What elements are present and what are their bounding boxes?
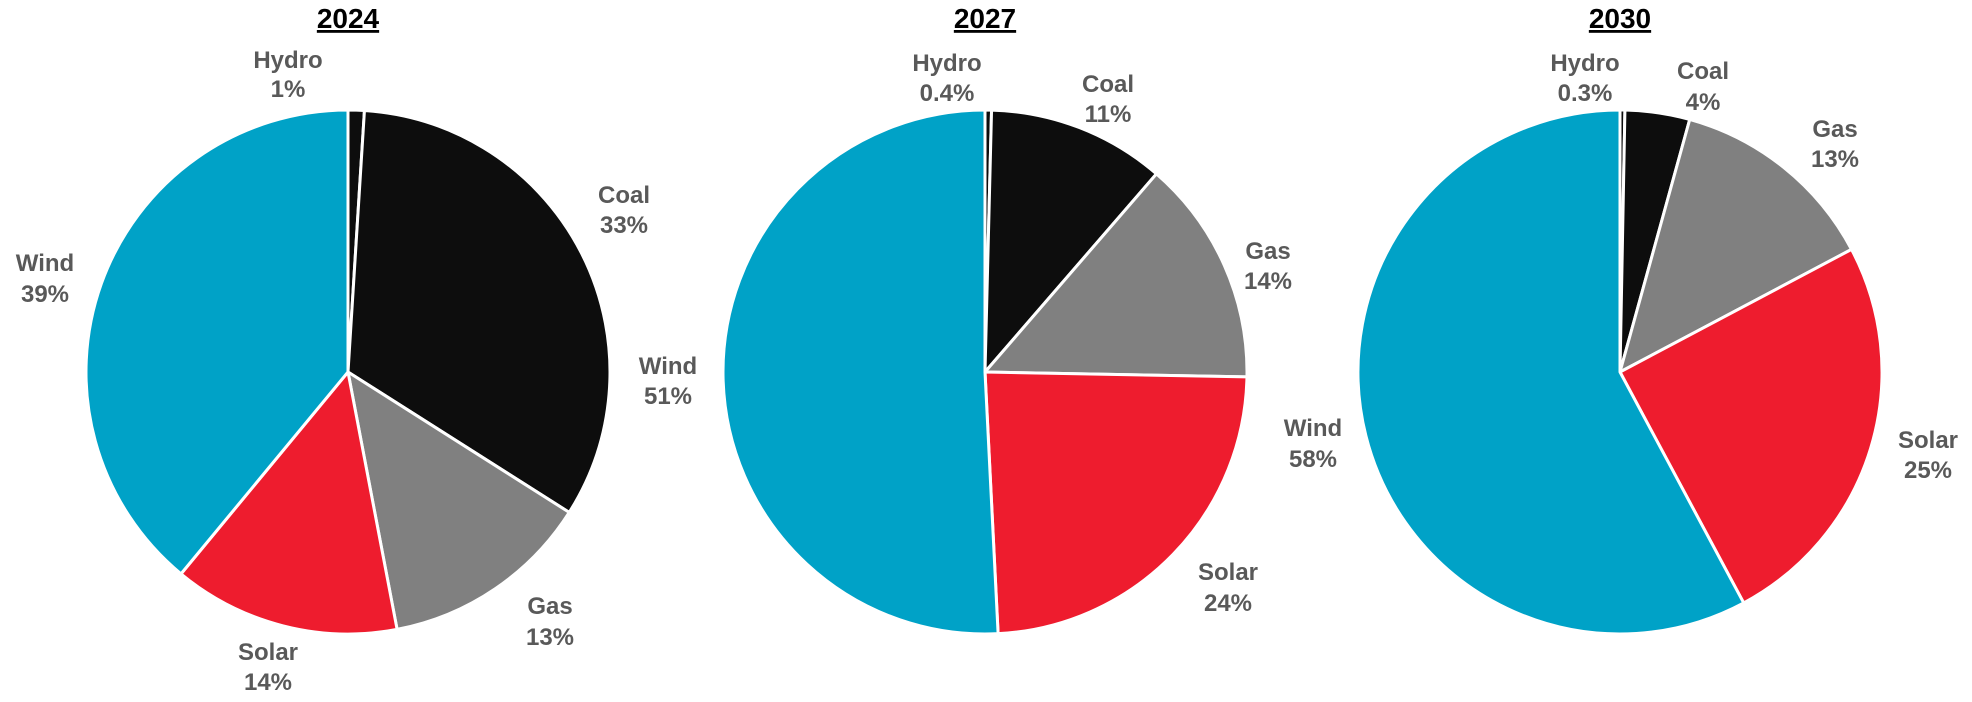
slice-label-name-coal-2030: Coal <box>1677 58 1729 85</box>
slice-label-name-gas-2024: Gas <box>527 593 572 620</box>
slice-label-value-hydro-2027: 0.4% <box>920 80 975 107</box>
slice-label-value-coal-2030: 4% <box>1686 89 1721 116</box>
slice-wind-2027 <box>721 108 1000 636</box>
slice-label-value-wind-2027: 51% <box>644 383 692 410</box>
slice-gas-2024 <box>346 370 571 631</box>
chart-title-2027: 2027 <box>954 3 1016 34</box>
slice-label-name-hydro-2027: Hydro <box>912 50 981 77</box>
slice-label-name-solar-2024: Solar <box>238 639 298 666</box>
slice-label-value-hydro-2024: 1% <box>271 76 306 103</box>
slice-label-value-wind-2024: 39% <box>21 281 69 308</box>
chart-title-2030: 2030 <box>1589 3 1651 34</box>
slice-solar-2030 <box>1618 247 1884 605</box>
slice-gas-2030 <box>1618 117 1854 374</box>
slice-label-name-hydro-2030: Hydro <box>1550 50 1619 77</box>
slice-label-value-gas-2027: 14% <box>1244 268 1292 295</box>
slice-solar-2024 <box>179 370 399 636</box>
slice-label-value-solar-2030: 25% <box>1904 457 1952 484</box>
slice-label-name-gas-2027: Gas <box>1245 238 1290 265</box>
slice-label-value-gas-2030: 13% <box>1811 146 1859 173</box>
slice-label-value-solar-2024: 14% <box>244 669 292 696</box>
slice-label-name-hydro-2024: Hydro <box>253 47 322 74</box>
slice-solar-2027 <box>983 370 1249 636</box>
slice-label-name-wind-2030: Wind <box>1284 415 1342 442</box>
slice-wind-2024 <box>84 108 350 576</box>
slice-label-name-wind-2024: Wind <box>16 250 74 277</box>
slice-label-value-solar-2027: 24% <box>1204 590 1252 617</box>
slice-label-value-wind-2030: 58% <box>1289 446 1337 473</box>
slice-label-value-gas-2024: 13% <box>526 624 574 651</box>
slice-label-value-coal-2024: 33% <box>600 212 648 239</box>
slice-label-name-coal-2024: Coal <box>598 182 650 209</box>
slice-label-value-coal-2027: 11% <box>1085 101 1132 128</box>
slice-label-value-hydro-2030: 0.3% <box>1558 80 1613 107</box>
slice-label-name-solar-2030: Solar <box>1898 427 1958 454</box>
slice-label-name-coal-2027: Coal <box>1082 71 1134 98</box>
slice-label-name-solar-2027: Solar <box>1198 559 1258 586</box>
chart-title-2024: 2024 <box>317 3 380 34</box>
slice-label-name-wind-2027: Wind <box>639 353 697 380</box>
slice-gas-2027 <box>983 172 1249 379</box>
pie-chart-2030: 2030 Hydro 0.3% Coal 4% Gas 13% Solar 25% Wind 58% <box>1284 3 1958 636</box>
pie-chart-2027: 2027 Hydro 0.4% Coal 11% Gas 14% Solar 24% Wind 51… <box>639 3 1292 636</box>
slice-wind-2030 <box>1356 108 1746 636</box>
slice-label-name-gas-2030: Gas <box>1812 116 1857 143</box>
slice-coal-2027 <box>983 108 1158 374</box>
